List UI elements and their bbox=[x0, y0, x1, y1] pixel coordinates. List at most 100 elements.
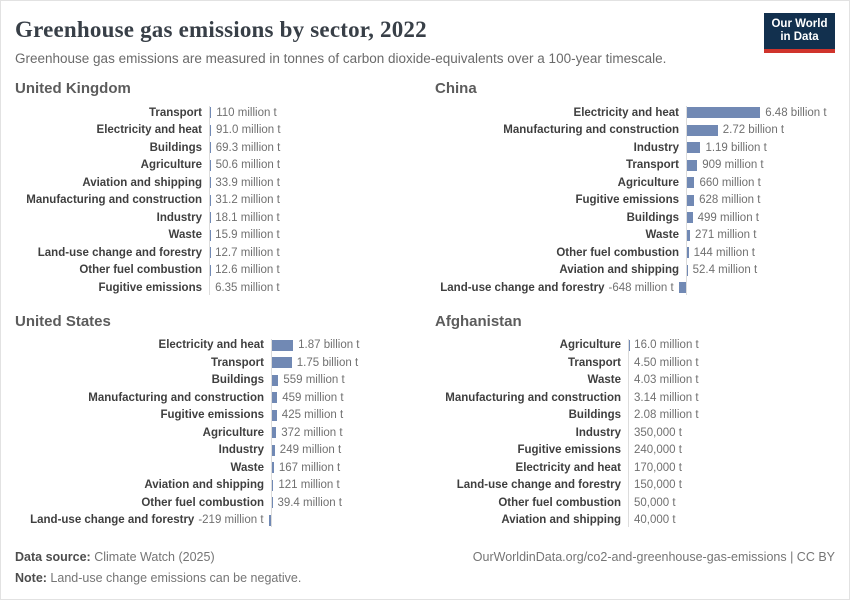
sector-bar[interactable] bbox=[210, 107, 212, 119]
sector-bar[interactable] bbox=[268, 514, 271, 526]
owid-logo-stripe bbox=[764, 49, 835, 53]
sector-label: Industry bbox=[575, 426, 621, 439]
bar-row: Other fuel combustion 144 million t bbox=[435, 244, 837, 262]
sector-value: 660 million t bbox=[699, 176, 761, 189]
sector-bar[interactable] bbox=[687, 159, 698, 171]
bar-row: Agriculture 660 million t bbox=[435, 174, 837, 192]
title-block: Greenhouse gas emissions by sector, 2022… bbox=[15, 1, 666, 67]
sector-label: Buildings bbox=[149, 141, 202, 154]
sector-value: -219 million t bbox=[198, 514, 264, 527]
sector-value: 4.50 million t bbox=[634, 356, 699, 369]
sector-value: 372 million t bbox=[281, 426, 343, 439]
footer-left: Data source: Climate Watch (2025) Note: … bbox=[15, 549, 301, 591]
bar-row: Agriculture 50.6 million t bbox=[15, 157, 435, 175]
sector-bar[interactable] bbox=[687, 194, 695, 206]
country-title: Afghanistan bbox=[435, 312, 522, 330]
bar-row: Land-use change and forestry 12.7 million… bbox=[15, 244, 435, 262]
sector-label: Land-use change and forestry bbox=[440, 281, 605, 294]
sector-label: Land-use change and forestry bbox=[30, 514, 195, 527]
sector-label: Buildings bbox=[568, 409, 621, 422]
sector-bar[interactable] bbox=[687, 142, 701, 154]
sector-label: Buildings bbox=[211, 374, 264, 387]
note-label: Note: bbox=[15, 571, 47, 585]
sector-bar[interactable] bbox=[687, 247, 689, 259]
sector-label: Waste bbox=[230, 461, 264, 474]
sector-bar[interactable] bbox=[678, 282, 686, 294]
bar-row: Manufacturing and construction 459 millio… bbox=[15, 389, 435, 407]
sector-value: 91.0 million t bbox=[216, 124, 281, 137]
bar-row: Industry 1.19 billion t bbox=[435, 139, 837, 157]
sector-bar[interactable] bbox=[272, 479, 274, 491]
sector-bar[interactable] bbox=[272, 462, 274, 474]
note-text: Land-use change emissions can be negativ… bbox=[46, 571, 302, 585]
bar-row: Aviation and shipping 52.4 million t bbox=[435, 262, 837, 280]
bar-row: Industry 350,000 t bbox=[435, 424, 837, 442]
sector-bar[interactable] bbox=[272, 427, 277, 439]
sector-value: 559 million t bbox=[283, 374, 345, 387]
sector-value: 52.4 million t bbox=[692, 264, 758, 277]
sector-value: 12.7 million t bbox=[215, 246, 280, 259]
owid-logo-line2: in Data bbox=[780, 31, 819, 43]
sector-value: 144 million t bbox=[693, 246, 755, 259]
sector-bar[interactable] bbox=[687, 124, 718, 136]
sector-bar[interactable] bbox=[272, 357, 292, 369]
sector-bar[interactable] bbox=[687, 229, 691, 241]
bar-row: Agriculture 372 million t bbox=[15, 424, 435, 442]
data-source-link[interactable]: Climate Watch (2025) bbox=[90, 550, 215, 564]
sector-label: Agriculture bbox=[140, 159, 202, 172]
sector-bar[interactable] bbox=[272, 392, 278, 404]
bar-row: Industry 249 million t bbox=[15, 442, 435, 460]
sector-value: 1.75 billion t bbox=[296, 356, 359, 369]
bar-row: Land-use change and forestry -219 million… bbox=[15, 512, 435, 530]
owid-url-credit[interactable]: OurWorldinData.org/co2-and-greenhouse-ga… bbox=[472, 550, 835, 564]
negative-bar-group: Land-use change and forestry -648 million… bbox=[435, 282, 686, 294]
chart-footer: Data source: Climate Watch (2025) Note: … bbox=[15, 549, 835, 591]
sector-value: 15.9 million t bbox=[215, 229, 280, 242]
sector-value: 350,000 t bbox=[634, 426, 682, 439]
sector-label: Agriculture bbox=[617, 176, 679, 189]
sector-bar[interactable] bbox=[687, 107, 761, 119]
bar-row: Aviation and shipping 121 million t bbox=[15, 477, 435, 495]
page-title: Greenhouse gas emissions by sector, 2022 bbox=[15, 17, 427, 42]
bar-rows: Electricity and heat 6.48 billion t Manufa… bbox=[435, 104, 837, 297]
sector-label: Aviation and shipping bbox=[501, 514, 621, 527]
sector-value: 16.0 million t bbox=[634, 339, 699, 352]
sector-bar[interactable] bbox=[210, 142, 211, 154]
sector-bar[interactable] bbox=[210, 159, 211, 171]
sector-label: Manufacturing and construction bbox=[88, 391, 264, 404]
sector-bar[interactable] bbox=[272, 444, 275, 456]
bar-row: Waste 4.03 million t bbox=[435, 372, 837, 390]
axis-line bbox=[209, 106, 210, 295]
owid-logo[interactable]: Our World in Data bbox=[764, 13, 835, 53]
page-subtitle: Greenhouse gas emissions are measured in… bbox=[15, 51, 667, 66]
sector-label: Transport bbox=[148, 106, 202, 119]
sector-value: 69.3 million t bbox=[215, 141, 281, 154]
sector-bar[interactable] bbox=[272, 374, 279, 386]
sector-value: 499 million t bbox=[697, 211, 759, 224]
sector-value: 628 million t bbox=[699, 194, 761, 207]
sector-label: Transport bbox=[567, 356, 621, 369]
bar-row: Manufacturing and construction 31.2 milli… bbox=[15, 192, 435, 210]
bar-row: Other fuel combustion 12.6 million t bbox=[15, 262, 435, 280]
sector-label: Other fuel combustion bbox=[79, 264, 202, 277]
sector-value: 1.19 billion t bbox=[705, 141, 767, 154]
bar-row: Transport 1.75 billion t bbox=[15, 354, 435, 372]
sector-bar[interactable] bbox=[687, 264, 688, 276]
axis-line bbox=[686, 106, 687, 295]
sector-value: 2.72 billion t bbox=[722, 124, 785, 137]
sector-value: 4.03 million t bbox=[634, 374, 699, 387]
sector-label: Fugitive emissions bbox=[517, 444, 621, 457]
sector-bar[interactable] bbox=[272, 339, 294, 351]
sector-bar[interactable] bbox=[687, 212, 693, 224]
sector-label: Electricity and heat bbox=[96, 124, 202, 137]
sector-bar[interactable] bbox=[272, 409, 277, 421]
owid-logo-line1: Our World bbox=[771, 18, 828, 30]
country-panel: China Electricity and heat 6.48 billion t… bbox=[435, 80, 837, 297]
sector-bar[interactable] bbox=[210, 124, 212, 136]
data-source-line: Data source: Climate Watch (2025) bbox=[15, 549, 301, 565]
sector-value: 167 million t bbox=[278, 461, 341, 474]
sector-label: Manufacturing and construction bbox=[445, 391, 621, 404]
sector-bar[interactable] bbox=[687, 177, 695, 189]
sector-label: Waste bbox=[587, 374, 621, 387]
